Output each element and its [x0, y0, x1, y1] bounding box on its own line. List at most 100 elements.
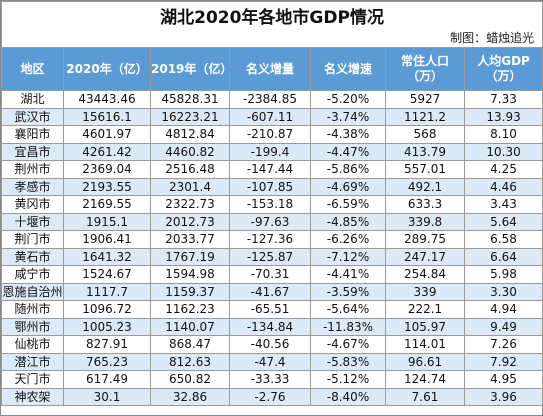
- cell-nominal-growth: -8.40%: [310, 387, 386, 406]
- cell-nominal-growth: -7.12%: [310, 247, 386, 266]
- cell-nominal-increment: -2.76: [229, 387, 311, 406]
- cell-gdp-2020: 4261.42: [63, 142, 151, 161]
- cell-gdp-2020: 4601.97: [63, 125, 151, 144]
- cell-nominal-increment: -33.33: [229, 370, 311, 389]
- cell-population: 633.3: [385, 195, 465, 214]
- cell-nominal-growth: -3.74%: [310, 107, 386, 126]
- cell-gdp-2020: 30.1: [63, 387, 151, 406]
- cell-gdp-2019: 812.63: [150, 352, 230, 371]
- cell-nominal-growth: -5.86%: [310, 160, 386, 179]
- cell-gdp-2019: 2322.73: [150, 195, 230, 214]
- cell-gdp-per-capita: 4.94: [463, 300, 543, 319]
- table-row: 随州市 1096.72 1162.23 -65.51 -5.64% 222.1 4.94: [1, 300, 543, 319]
- cell-nominal-increment: -41.67: [229, 282, 311, 301]
- cell-nominal-growth: -5.64%: [310, 300, 386, 319]
- cell-gdp-per-capita: 6.64: [463, 247, 543, 266]
- cell-gdp-2019: 1159.37: [150, 282, 230, 301]
- cell-nominal-growth: -6.26%: [310, 230, 386, 249]
- cell-gdp-2020: 1906.41: [63, 230, 151, 249]
- cell-nominal-increment: -134.84: [229, 317, 311, 336]
- cell-population: 247.17: [385, 247, 465, 266]
- cell-gdp-per-capita: 10.30: [463, 142, 543, 161]
- cell-region: 荆门市: [1, 230, 64, 249]
- cell-gdp-2019: 868.47: [150, 335, 230, 354]
- cell-gdp-2020: 1524.67: [63, 265, 151, 284]
- cell-gdp-per-capita: 4.95: [463, 370, 543, 389]
- table-row: 神农架 30.1 32.86 -2.76 -8.40% 7.61 3.96: [1, 387, 543, 406]
- cell-gdp-2019: 32.86: [150, 387, 230, 406]
- cell-gdp-2020: 1117.7: [63, 282, 151, 301]
- cell-gdp-per-capita: 3.43: [463, 195, 543, 214]
- cell-gdp-2019: 1594.98: [150, 265, 230, 284]
- cell-gdp-per-capita: 5.64: [463, 212, 543, 231]
- cell-gdp-2020: 827.91: [63, 335, 151, 354]
- cell-region: 孝感市: [1, 177, 64, 196]
- cell-population: 105.97: [385, 317, 465, 336]
- table-row: 荆州市 2369.04 2516.48 -147.44 -5.86% 557.01 4.25: [1, 160, 543, 179]
- cell-gdp-per-capita: 6.58: [463, 230, 543, 249]
- cell-nominal-increment: -127.36: [229, 230, 311, 249]
- cell-gdp-per-capita: 8.10: [463, 125, 543, 144]
- cell-population: 5927: [385, 90, 465, 109]
- cell-population: 124.74: [385, 370, 465, 389]
- cell-nominal-growth: -4.85%: [310, 212, 386, 231]
- cell-region: 鄂州市: [1, 317, 64, 336]
- cell-gdp-2020: 765.23: [63, 352, 151, 371]
- cell-population: 557.01: [385, 160, 465, 179]
- cell-population: 492.1: [385, 177, 465, 196]
- cell-gdp-per-capita: 7.33: [463, 90, 543, 109]
- cell-nominal-increment: -147.44: [229, 160, 311, 179]
- cell-region: 宜昌市: [1, 142, 64, 161]
- cell-region: 随州市: [1, 300, 64, 319]
- cell-nominal-increment: -210.87: [229, 125, 311, 144]
- cell-gdp-2019: 1140.07: [150, 317, 230, 336]
- cell-gdp-per-capita: 7.92: [463, 352, 543, 371]
- gdp-table: 湖北2020年各地市GDP情况 制图：蜡烛追光 地区 2020年（亿） 2019…: [0, 1, 543, 406]
- cell-region: 黄冈市: [1, 195, 64, 214]
- table-row: 恩施自治州 1117.7 1159.37 -41.67 -3.59% 339 3.30: [1, 282, 543, 301]
- cell-gdp-2019: 4812.84: [150, 125, 230, 144]
- cell-gdp-2020: 2369.04: [63, 160, 151, 179]
- cell-nominal-growth: -4.41%: [310, 265, 386, 284]
- cell-region: 黄石市: [1, 247, 64, 266]
- header-row: 地区 2020年（亿） 2019年（亿） 名义增量 名义增速 常住人口（万） 人…: [1, 47, 543, 91]
- header-region: 地区: [1, 47, 64, 91]
- table-row: 鄂州市 1005.23 1140.07 -134.84 -11.83% 105.97 9.4…: [1, 317, 543, 336]
- cell-gdp-per-capita: 13.93: [463, 107, 543, 126]
- cell-nominal-increment: -70.31: [229, 265, 311, 284]
- cell-population: 222.1: [385, 300, 465, 319]
- cell-gdp-2020: 2169.55: [63, 195, 151, 214]
- cell-nominal-increment: -40.56: [229, 335, 311, 354]
- cell-nominal-growth: -5.20%: [310, 90, 386, 109]
- cell-nominal-growth: -4.38%: [310, 125, 386, 144]
- cell-region: 天门市: [1, 370, 64, 389]
- cell-gdp-2019: 2012.73: [150, 212, 230, 231]
- cell-region: 湖北: [1, 90, 64, 109]
- cell-gdp-2020: 43443.46: [63, 90, 151, 109]
- cell-gdp-per-capita: 5.98: [463, 265, 543, 284]
- cell-gdp-per-capita: 4.46: [463, 177, 543, 196]
- cell-nominal-growth: -3.59%: [310, 282, 386, 301]
- cell-gdp-2020: 617.49: [63, 370, 151, 389]
- cell-population: 7.61: [385, 387, 465, 406]
- table-row: 孝感市 2193.55 2301.4 -107.85 -4.69% 492.1 4.46: [1, 177, 543, 196]
- cell-nominal-increment: -107.85: [229, 177, 311, 196]
- cell-gdp-2019: 1767.19: [150, 247, 230, 266]
- cell-gdp-2020: 2193.55: [63, 177, 151, 196]
- cell-population: 254.84: [385, 265, 465, 284]
- cell-population: 413.79: [385, 142, 465, 161]
- cell-population: 1121.2: [385, 107, 465, 126]
- cell-population: 96.61: [385, 352, 465, 371]
- cell-nominal-growth: -4.67%: [310, 335, 386, 354]
- cell-gdp-2020: 1005.23: [63, 317, 151, 336]
- cell-region: 武汉市: [1, 107, 64, 126]
- cell-population: 568: [385, 125, 465, 144]
- table-row: 天门市 617.49 650.82 -33.33 -5.12% 124.74 4.95: [1, 370, 543, 389]
- cell-nominal-growth: -4.69%: [310, 177, 386, 196]
- table-row: 武汉市 15616.1 16223.21 -607.11 -3.74% 1121.2 13.…: [1, 107, 543, 126]
- cell-nominal-increment: -47.4: [229, 352, 311, 371]
- cell-gdp-2019: 2301.4: [150, 177, 230, 196]
- cell-gdp-2020: 1641.32: [63, 247, 151, 266]
- cell-region: 神农架: [1, 387, 64, 406]
